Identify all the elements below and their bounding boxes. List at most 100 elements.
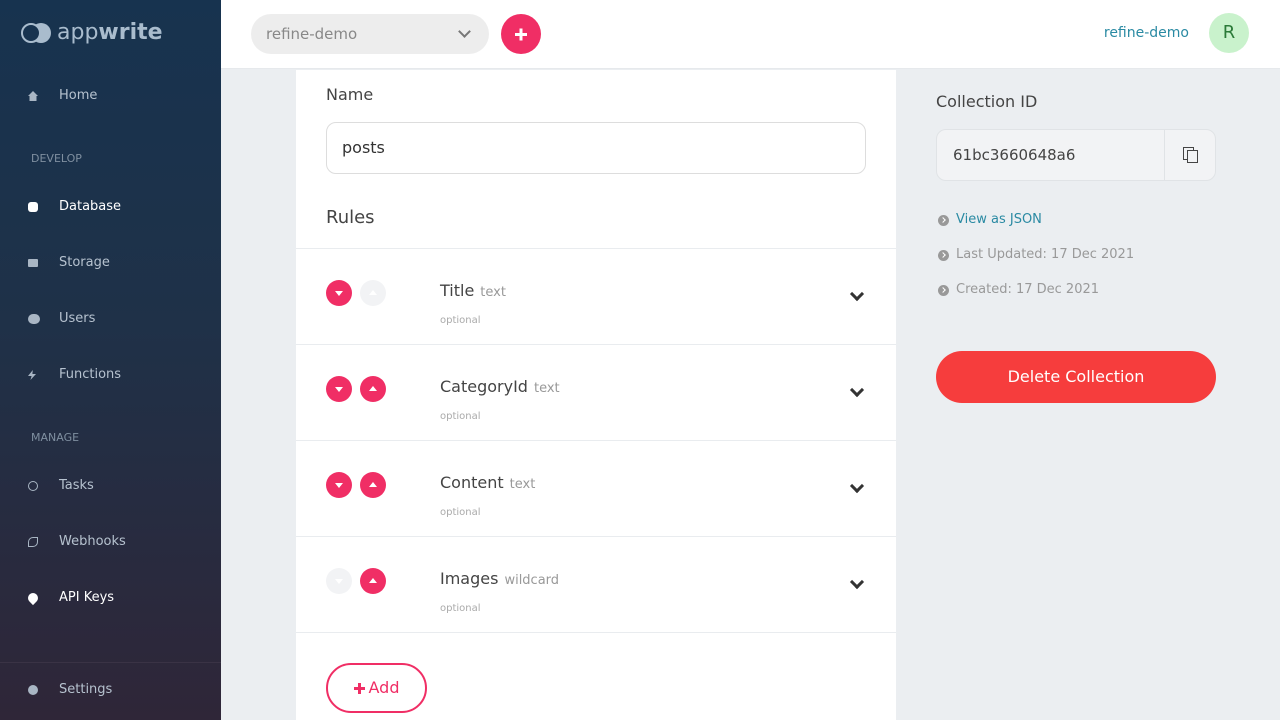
- created: Created: 17 Dec 2021: [938, 282, 1099, 298]
- rule-row: CategoryId text optional: [296, 344, 896, 440]
- project-select[interactable]: refine-demo: [251, 14, 489, 54]
- sidebar-item-webhooks[interactable]: Webhooks: [28, 533, 126, 551]
- sidebar-item-home[interactable]: Home: [28, 87, 97, 105]
- sidebar-item-api-keys[interactable]: API Keys: [25, 589, 115, 607]
- rule-name: Images: [440, 569, 499, 588]
- caret-up-icon: [369, 578, 377, 583]
- settings-area: [0, 662, 221, 720]
- rule-row: Images wildcard optional: [296, 536, 896, 632]
- sidebar-item-settings[interactable]: Settings: [28, 681, 112, 699]
- rule-row: Title text optional: [296, 248, 896, 344]
- collection-id-field[interactable]: 61bc3660648a6: [936, 129, 1216, 181]
- sidebar-item-label: Users: [59, 311, 96, 326]
- rule-title: CategoryId text: [440, 377, 560, 397]
- plus-icon: [353, 683, 365, 694]
- gear-icon: [28, 685, 59, 695]
- chevron-down-icon[interactable]: [849, 478, 865, 494]
- add-rule-button[interactable]: Add: [326, 663, 427, 713]
- copy-icon[interactable]: [1164, 130, 1215, 180]
- rule-type: text: [509, 477, 536, 492]
- chevron-right-icon: [938, 249, 949, 261]
- sidebar-item-label: Home: [59, 88, 98, 103]
- rule-name: Title: [440, 281, 475, 300]
- user-name-link[interactable]: refine-demo: [1103, 25, 1189, 41]
- last-updated: Last Updated: 17 Dec 2021: [938, 247, 1134, 263]
- collection-id-value: 61bc3660648a6: [953, 146, 1076, 164]
- avatar[interactable]: R: [1209, 13, 1249, 53]
- collection-form: Name posts Rules Title text optional Cate…: [296, 70, 896, 720]
- caret-up-icon: [369, 386, 377, 391]
- section-manage: MANAGE: [31, 431, 80, 444]
- bolt-icon: [28, 370, 59, 380]
- caret-down-icon: [335, 291, 343, 296]
- chevron-right-icon: [938, 284, 949, 296]
- users-icon: [28, 314, 59, 324]
- logo-text: app: [57, 20, 99, 45]
- add-label: Add: [368, 678, 400, 697]
- sidebar-item-label: Functions: [59, 367, 122, 382]
- chevron-down-icon: [458, 25, 471, 38]
- sidebar-item-tasks[interactable]: Tasks: [28, 477, 94, 495]
- move-up-button[interactable]: [360, 568, 386, 594]
- view-json-link[interactable]: View as JSON: [956, 212, 1042, 227]
- caret-up-icon: [369, 290, 377, 295]
- rule-row: Content text optional: [296, 440, 896, 536]
- collection-details: Collection ID 61bc3660648a6 View as JSON…: [936, 70, 1236, 470]
- project-name: refine-demo: [266, 25, 358, 43]
- chevron-down-icon[interactable]: [849, 382, 865, 398]
- sidebar-item-label: Database: [59, 199, 122, 214]
- rule-name: CategoryId: [440, 377, 528, 396]
- key-icon: [25, 590, 59, 606]
- rule-name: Content: [440, 473, 504, 492]
- chevron-down-icon[interactable]: [849, 574, 865, 590]
- rule-note: optional: [440, 411, 481, 422]
- delete-collection-button[interactable]: Delete Collection: [936, 351, 1216, 403]
- rule-title: Images wildcard: [440, 569, 559, 589]
- rule-type: wildcard: [504, 573, 560, 588]
- appwrite-logo[interactable]: app write: [21, 18, 163, 48]
- rule-type: text: [480, 285, 506, 300]
- move-down-button[interactable]: [326, 568, 352, 594]
- caret-down-icon: [335, 387, 343, 392]
- last-updated-text: Last Updated: 17 Dec 2021: [956, 247, 1135, 262]
- move-up-button[interactable]: [360, 472, 386, 498]
- caret-down-icon: [335, 579, 343, 584]
- chevron-right-icon: [938, 214, 949, 226]
- sidebar-item-storage[interactable]: Storage: [28, 254, 110, 272]
- topbar: refine-demo refine-demo R: [221, 0, 1280, 69]
- move-up-button[interactable]: [360, 376, 386, 402]
- caret-down-icon: [335, 483, 343, 488]
- divider: [296, 632, 896, 633]
- sidebar-item-label: Webhooks: [59, 534, 126, 549]
- rule-type: text: [533, 381, 560, 396]
- move-down-button[interactable]: [326, 280, 352, 306]
- name-label: Name: [326, 85, 374, 104]
- rules-heading: Rules: [326, 207, 375, 228]
- sidebar-item-label: API Keys: [59, 590, 115, 605]
- sidebar-item-database[interactable]: Database: [28, 198, 121, 216]
- sidebar-item-label: Tasks: [59, 478, 94, 493]
- collection-id-label: Collection ID: [936, 92, 1038, 111]
- move-down-button[interactable]: [326, 376, 352, 402]
- sidebar-item-users[interactable]: Users: [28, 310, 95, 328]
- name-input[interactable]: posts: [326, 122, 866, 174]
- sidebar-item-label: Settings: [59, 682, 113, 697]
- move-up-button[interactable]: [360, 280, 386, 306]
- home-icon: [28, 91, 59, 101]
- rule-title: Title text: [440, 281, 506, 301]
- database-icon: [28, 202, 59, 212]
- section-develop: DEVELOP: [31, 152, 82, 165]
- view-json-item[interactable]: View as JSON: [938, 212, 1042, 228]
- logo-text-bold: write: [98, 20, 163, 45]
- clock-icon: [28, 481, 59, 491]
- add-project-button[interactable]: [501, 14, 541, 54]
- move-down-button[interactable]: [326, 472, 352, 498]
- sidebar-item-functions[interactable]: Functions: [28, 366, 121, 384]
- sidebar-item-label: Storage: [59, 255, 110, 270]
- logo-icon: [21, 22, 53, 44]
- chevron-down-icon[interactable]: [849, 286, 865, 302]
- caret-up-icon: [369, 482, 377, 487]
- rule-note: optional: [440, 315, 481, 326]
- rule-note: optional: [440, 507, 481, 518]
- rule-title: Content text: [440, 473, 535, 493]
